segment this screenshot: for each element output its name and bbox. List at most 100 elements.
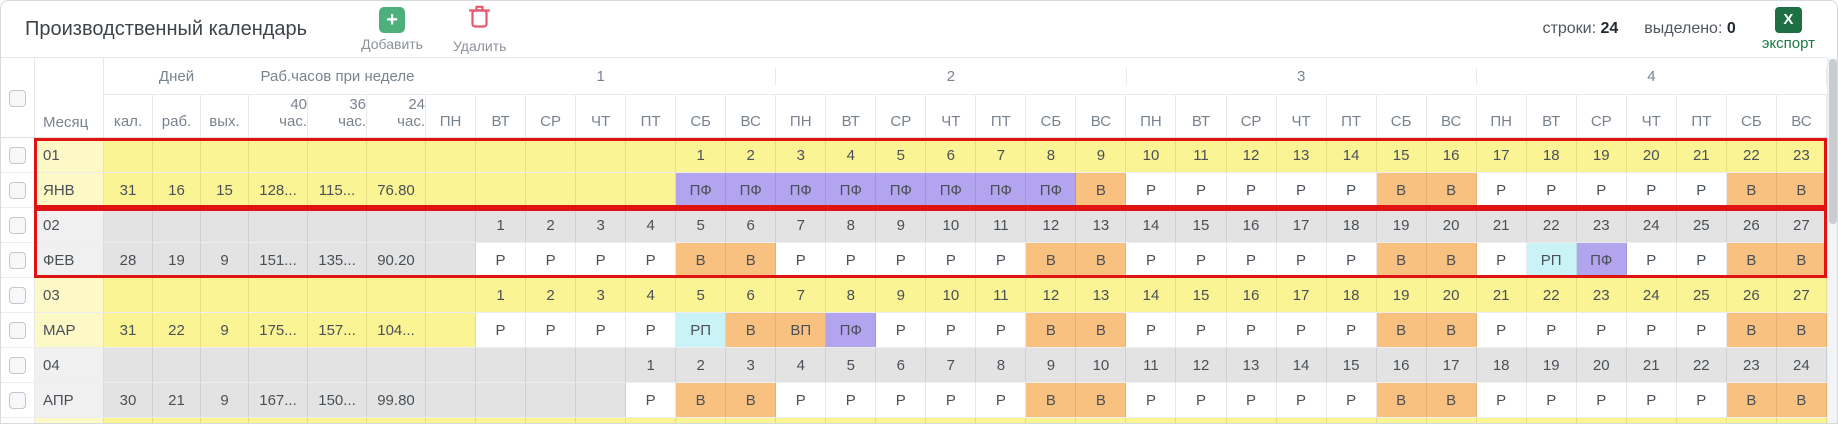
- day-status-cell[interactable]: Р: [976, 313, 1026, 347]
- date-cell[interactable]: 3: [776, 138, 826, 172]
- month-name-cell[interactable]: АПР: [35, 383, 104, 417]
- date-cell[interactable]: 13: [1227, 348, 1277, 382]
- row-checkbox[interactable]: [9, 287, 26, 304]
- date-cell[interactable]: [976, 418, 1026, 424]
- date-cell[interactable]: 16: [1427, 138, 1477, 172]
- day-status-cell[interactable]: Р: [626, 383, 676, 417]
- day-status-cell[interactable]: Р: [1677, 173, 1727, 207]
- select-all-checkbox[interactable]: [9, 90, 26, 107]
- date-cell[interactable]: 19: [1377, 208, 1427, 242]
- date-cell[interactable]: 17: [1277, 278, 1327, 312]
- date-cell[interactable]: 9: [1026, 348, 1076, 382]
- day-status-cell[interactable]: Р: [1577, 383, 1627, 417]
- date-cell[interactable]: 11: [976, 208, 1026, 242]
- day-status-cell[interactable]: РП: [676, 313, 726, 347]
- date-cell[interactable]: [626, 138, 676, 172]
- date-cell[interactable]: 1: [676, 138, 726, 172]
- date-cell[interactable]: 25: [1677, 278, 1727, 312]
- summary-cell[interactable]: [249, 138, 308, 172]
- day-status-cell[interactable]: Р: [1227, 313, 1277, 347]
- date-cell[interactable]: 7: [926, 348, 976, 382]
- month-name-cell[interactable]: ФЕВ: [35, 243, 104, 277]
- date-cell[interactable]: 21: [1477, 278, 1527, 312]
- date-cell[interactable]: 9: [876, 208, 926, 242]
- date-cell[interactable]: 18: [1477, 348, 1527, 382]
- summary-cell[interactable]: [201, 278, 249, 312]
- day-status-cell[interactable]: Р: [1176, 173, 1226, 207]
- day-status-cell[interactable]: В: [1727, 313, 1777, 347]
- date-cell[interactable]: 2: [676, 348, 726, 382]
- day-status-cell[interactable]: ПФ: [1577, 243, 1627, 277]
- date-cell[interactable]: 27: [1777, 278, 1827, 312]
- day-status-cell[interactable]: РП: [1527, 243, 1577, 277]
- day-status-cell[interactable]: Р: [876, 383, 926, 417]
- day-status-cell[interactable]: Р: [1627, 173, 1677, 207]
- date-cell[interactable]: 9: [876, 278, 926, 312]
- date-cell[interactable]: 23: [1577, 278, 1627, 312]
- date-cell[interactable]: 14: [1126, 208, 1176, 242]
- date-cell[interactable]: [776, 418, 826, 424]
- date-cell[interactable]: 21: [1677, 138, 1727, 172]
- date-cell[interactable]: 16: [1227, 278, 1277, 312]
- add-button[interactable]: + Добавить: [361, 7, 423, 52]
- summary-value-cell[interactable]: 157...: [308, 313, 367, 347]
- date-cell[interactable]: [1377, 418, 1427, 424]
- date-cell[interactable]: [526, 348, 576, 382]
- day-status-cell[interactable]: Р: [1126, 173, 1176, 207]
- date-cell[interactable]: 12: [1026, 278, 1076, 312]
- day-status-cell[interactable]: В: [1727, 383, 1777, 417]
- date-cell[interactable]: 17: [1277, 208, 1327, 242]
- day-status-cell[interactable]: Р: [1126, 243, 1176, 277]
- day-status-cell[interactable]: Р: [1477, 243, 1527, 277]
- row-checkbox[interactable]: [9, 147, 26, 164]
- date-cell[interactable]: 21: [1627, 348, 1677, 382]
- date-cell[interactable]: [426, 278, 476, 312]
- day-status-cell[interactable]: В: [676, 383, 726, 417]
- day-status-cell[interactable]: В: [1026, 313, 1076, 347]
- day-status-cell[interactable]: Р: [626, 313, 676, 347]
- date-cell[interactable]: 15: [1176, 278, 1226, 312]
- date-cell[interactable]: 26: [1727, 208, 1777, 242]
- date-cell[interactable]: [1227, 418, 1277, 424]
- date-cell[interactable]: [526, 138, 576, 172]
- date-cell[interactable]: 4: [626, 208, 676, 242]
- date-cell[interactable]: 21: [1477, 208, 1527, 242]
- date-cell[interactable]: [1727, 418, 1777, 424]
- date-cell[interactable]: 3: [576, 208, 626, 242]
- day-status-cell[interactable]: Р: [526, 243, 576, 277]
- day-status-cell[interactable]: Р: [1477, 173, 1527, 207]
- date-cell[interactable]: 22: [1527, 278, 1577, 312]
- date-cell[interactable]: 19: [1527, 348, 1577, 382]
- day-status-cell[interactable]: [576, 173, 626, 207]
- date-cell[interactable]: 23: [1577, 208, 1627, 242]
- summary-cell[interactable]: [153, 208, 201, 242]
- date-cell[interactable]: [426, 348, 476, 382]
- month-code-cell[interactable]: [35, 418, 104, 424]
- day-status-cell[interactable]: Р: [576, 313, 626, 347]
- date-cell[interactable]: 7: [776, 278, 826, 312]
- month-code-cell[interactable]: 03: [35, 278, 104, 312]
- date-cell[interactable]: 1: [476, 208, 526, 242]
- date-cell[interactable]: 2: [526, 278, 576, 312]
- day-status-cell[interactable]: Р: [1176, 313, 1226, 347]
- day-status-cell[interactable]: Р: [1176, 243, 1226, 277]
- date-cell[interactable]: [576, 418, 626, 424]
- day-status-cell[interactable]: Р: [876, 243, 926, 277]
- date-cell[interactable]: 13: [1076, 278, 1126, 312]
- summary-cell[interactable]: [308, 138, 367, 172]
- summary-cell[interactable]: [104, 138, 153, 172]
- day-status-cell[interactable]: В: [1427, 173, 1477, 207]
- day-status-cell[interactable]: В: [1377, 243, 1427, 277]
- row-checkbox[interactable]: [9, 217, 26, 234]
- summary-value-cell[interactable]: 28: [104, 243, 153, 277]
- row-checkbox[interactable]: [9, 322, 26, 339]
- day-status-cell[interactable]: ПФ: [876, 173, 926, 207]
- date-cell[interactable]: 22: [1527, 208, 1577, 242]
- date-cell[interactable]: [476, 418, 526, 424]
- day-status-cell[interactable]: В: [1076, 313, 1126, 347]
- day-status-cell[interactable]: Р: [476, 313, 526, 347]
- summary-value-cell[interactable]: 151...: [249, 243, 308, 277]
- day-status-cell[interactable]: Р: [1577, 173, 1627, 207]
- date-cell[interactable]: [426, 418, 476, 424]
- date-cell[interactable]: 6: [926, 138, 976, 172]
